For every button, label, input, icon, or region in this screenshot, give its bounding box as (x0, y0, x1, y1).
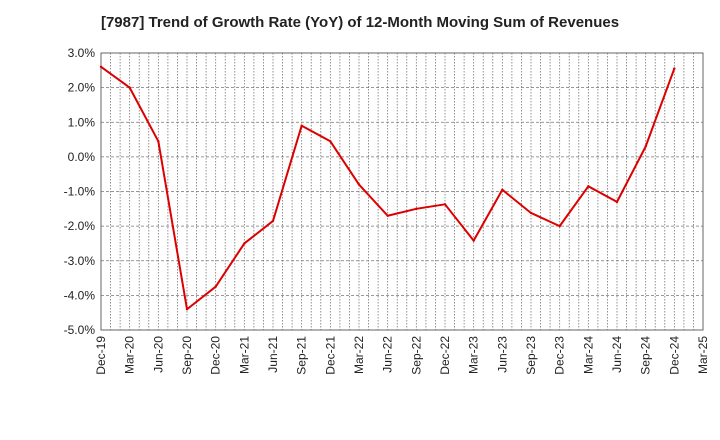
y-tick-label: -1.0% (64, 185, 96, 199)
x-tick-label: Dec-22 (438, 336, 452, 375)
x-tick-label: Mar-24 (581, 336, 595, 374)
y-tick-label: 3.0% (68, 46, 96, 60)
x-tick-label: Dec-23 (553, 336, 567, 375)
data-point (300, 124, 303, 127)
plot-frame (100, 52, 704, 331)
data-point (185, 308, 189, 311)
chart-title: [7987] Trend of Growth Rate (YoY) of 12-… (100, 14, 620, 31)
x-tick-label: Sep-22 (409, 336, 423, 375)
y-tick-label: 1.0% (68, 115, 96, 129)
data-point (214, 285, 217, 288)
data-point (644, 145, 647, 148)
data-point (615, 200, 619, 204)
data-point (587, 185, 590, 188)
x-tick-label: Jun-24 (610, 336, 624, 373)
x-tick-label: Sep-24 (639, 336, 653, 375)
x-tick-label: Jun-22 (381, 336, 395, 373)
data-point (99, 65, 103, 69)
x-tick-label: Jun-20 (151, 336, 165, 373)
x-tick-label: Dec-19 (94, 336, 108, 375)
y-tick-label: -3.0% (64, 254, 96, 268)
data-point (443, 203, 447, 206)
x-tick-label: Sep-20 (180, 336, 194, 375)
y-tick-label: -2.0% (64, 219, 96, 233)
data-point (329, 140, 332, 143)
x-tick-label: Sep-23 (524, 336, 538, 375)
data-point (271, 219, 275, 223)
data-point (357, 183, 361, 186)
x-tick-label: Jun-21 (266, 336, 280, 373)
x-tick-label: Mar-23 (467, 336, 481, 374)
data-point (128, 86, 131, 89)
data-point (558, 224, 561, 228)
x-tick-label: Mar-25 (696, 336, 710, 374)
x-tick-label: Mar-22 (352, 336, 366, 374)
data-point (472, 239, 475, 242)
data-point (501, 188, 504, 191)
data-point (386, 214, 389, 217)
data-point (529, 211, 533, 215)
y-tick-label: -4.0% (64, 288, 96, 302)
y-tick-label: 0.0% (68, 150, 96, 164)
y-tick-label: -5.0% (64, 323, 96, 337)
data-point (673, 67, 676, 70)
x-tick-label: Dec-21 (323, 336, 337, 375)
data-point (157, 140, 160, 143)
x-tick-label: Mar-20 (123, 336, 137, 374)
data-point (415, 207, 418, 211)
y-tick-label: 2.0% (68, 81, 96, 95)
data-point (243, 242, 246, 245)
x-tick-label: Dec-24 (667, 336, 681, 375)
x-tick-label: Mar-21 (237, 336, 251, 374)
x-tick-label: Jun-23 (495, 336, 509, 373)
x-tick-label: Dec-20 (209, 336, 223, 375)
x-tick-label: Sep-21 (295, 336, 309, 375)
